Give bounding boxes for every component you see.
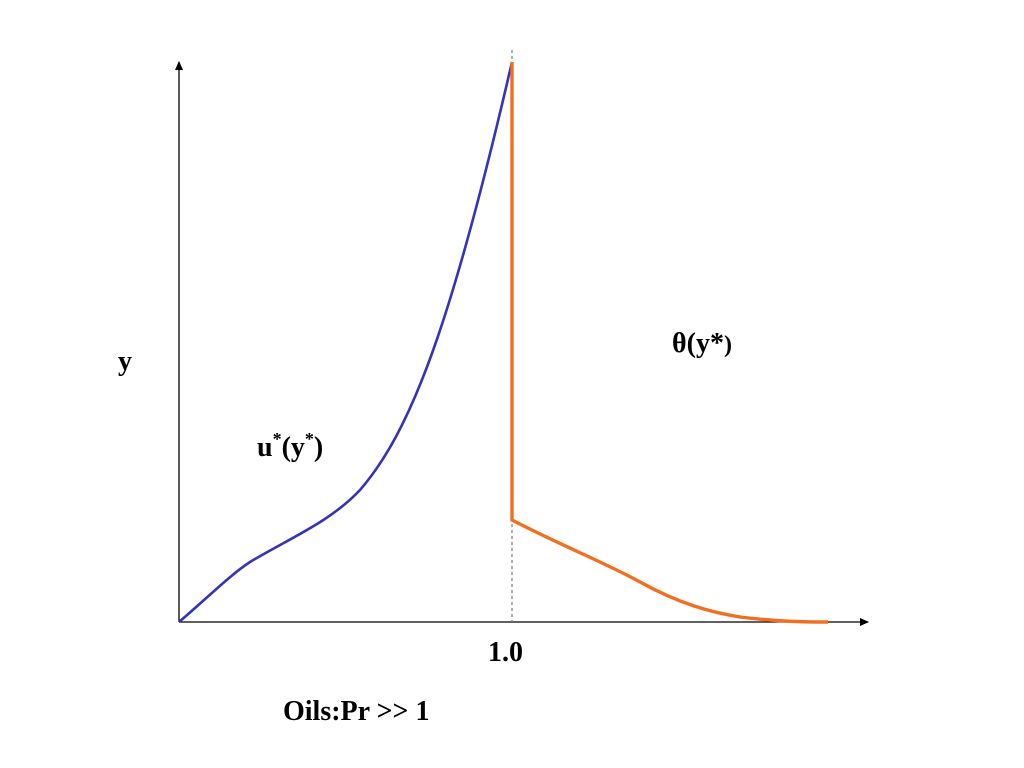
velocity-profile-curve <box>178 61 514 623</box>
y-axis-label: y <box>118 346 132 377</box>
velocity-profile-label: u*(y*) <box>257 429 323 463</box>
x-tick-label: 1.0 <box>488 637 523 668</box>
diagram-caption: Oils:Pr >> 1 <box>283 696 430 727</box>
temperature-profile-label: θ(y*) <box>672 328 732 359</box>
temperature-profile-curve <box>510 62 829 624</box>
